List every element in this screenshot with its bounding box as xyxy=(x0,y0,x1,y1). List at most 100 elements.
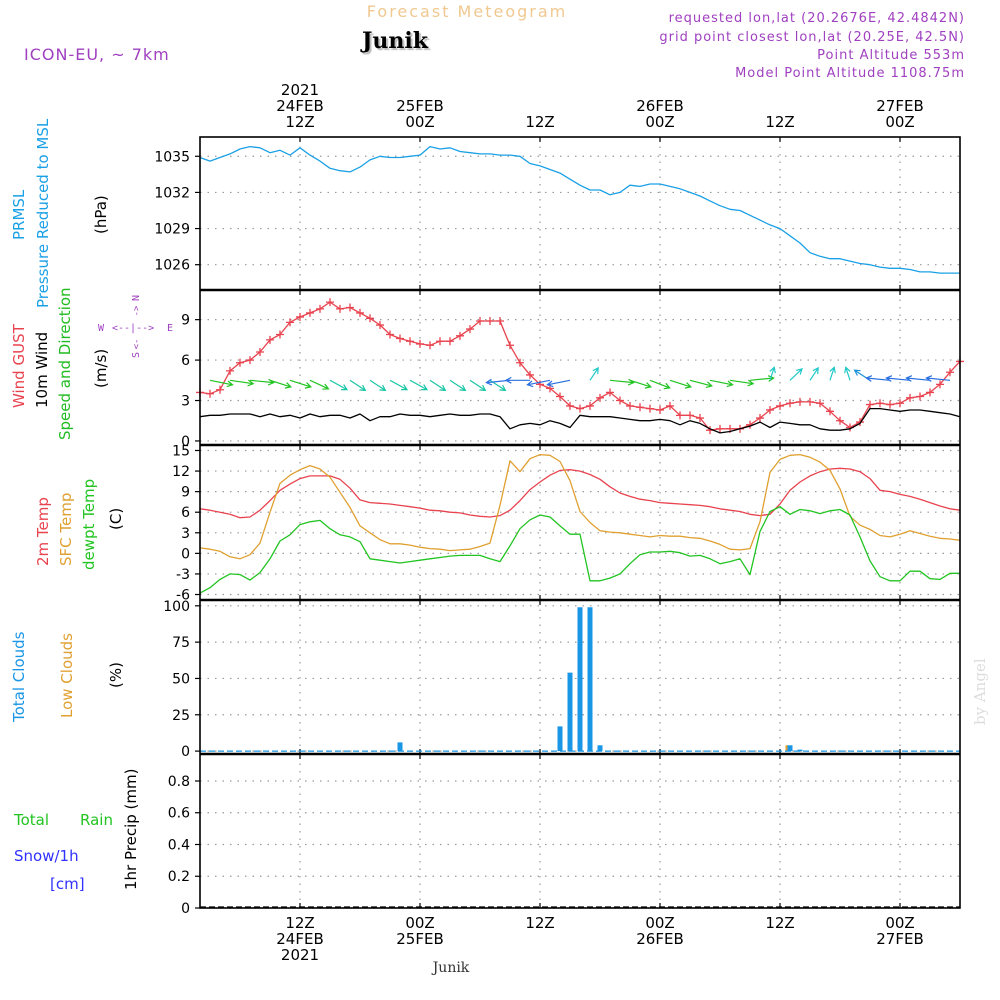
chart-panels: 10261029103210350369-6-30369121502550751… xyxy=(154,136,964,917)
gust-marker xyxy=(436,337,444,346)
cloud-bar xyxy=(397,742,403,752)
gust-marker xyxy=(396,334,404,343)
wind-direction-arrow xyxy=(329,379,349,391)
pressure-label-prmsl: PRMSL xyxy=(10,189,28,240)
wind-direction-arrow xyxy=(289,379,312,389)
y-tick-label: 1032 xyxy=(154,185,190,201)
point-altitude: Point Altitude 553m xyxy=(817,48,965,63)
gust-marker xyxy=(486,317,494,325)
gust-marker xyxy=(826,407,834,416)
gust-marker xyxy=(456,331,464,340)
wind-direction-arrow xyxy=(729,379,755,387)
time-label: 12Z xyxy=(765,113,794,131)
wind-direction-arrow xyxy=(609,378,635,386)
cloud-bar xyxy=(797,749,803,752)
wind-direction-arrow xyxy=(469,379,487,392)
time-label: 26FEB xyxy=(636,97,683,115)
time-label: 27FEB xyxy=(876,97,923,115)
wind-direction-arrow xyxy=(309,379,330,390)
wind-direction-arrow xyxy=(709,379,734,388)
wind-direction-arrow xyxy=(789,368,803,381)
gust-marker xyxy=(946,368,954,377)
gust-marker xyxy=(776,401,784,410)
y-tick-label: 1026 xyxy=(154,258,190,274)
series-2m-temp xyxy=(199,467,961,519)
wind-direction-arrow xyxy=(769,366,776,381)
precip-label-rain: Rain xyxy=(80,811,113,829)
gust-marker xyxy=(516,358,524,367)
precip-label-snow: Snow/1h xyxy=(14,847,79,865)
chart-frame xyxy=(199,136,961,909)
cloud-panel-labels: Total Clouds Low Clouds (%) xyxy=(10,631,125,723)
gust-marker xyxy=(666,401,674,410)
gust-marker xyxy=(556,392,564,401)
cloud-bar xyxy=(567,672,573,752)
gust-marker xyxy=(416,339,424,348)
gust-marker xyxy=(916,392,924,401)
temp-label-dewpt: dewpt Temp xyxy=(80,479,98,570)
wind-direction-arrow xyxy=(669,379,692,389)
wind-direction-arrow xyxy=(885,375,911,382)
gust-marker xyxy=(936,380,944,389)
y-tick-label: 0 xyxy=(181,901,190,917)
gust-marker xyxy=(266,335,274,344)
y-tick-label: 0 xyxy=(181,434,190,450)
y-tick-label: 0.6 xyxy=(168,806,190,822)
y-tick-label: 6 xyxy=(181,505,190,521)
wind-direction-arrow xyxy=(589,366,599,381)
gust-marker xyxy=(306,308,314,317)
gust-marker xyxy=(346,303,354,312)
panel-pressure: 1026 1029 1032 1035 xyxy=(154,137,960,290)
gust-marker xyxy=(586,401,594,410)
cloud-bar xyxy=(787,745,793,752)
gust-marker xyxy=(886,400,894,409)
time-label: 12Z xyxy=(285,113,314,131)
wind-direction-arrow xyxy=(209,379,234,388)
temp-label-sfc: SFC Temp xyxy=(57,493,75,566)
wind-direction-arrow xyxy=(925,375,951,382)
compass-s-arrow: <- xyxy=(132,339,142,350)
y-tick-label: 12 xyxy=(172,464,190,480)
gust-marker xyxy=(796,397,804,406)
gust-marker xyxy=(816,399,824,408)
gust-marker xyxy=(296,312,304,321)
gust-marker xyxy=(206,389,214,398)
wind-direction-arrow xyxy=(809,366,819,381)
gust-marker xyxy=(426,341,434,350)
wind-label-10m: 10m Wind xyxy=(33,332,51,408)
cloud-bar xyxy=(785,745,788,752)
cloud-bar xyxy=(597,745,603,752)
pressure-label-msl: Pressure Reduced to MSL xyxy=(34,118,52,308)
gust-marker xyxy=(256,348,264,356)
y-tick-label: 50 xyxy=(172,671,190,687)
gust-marker xyxy=(356,308,364,317)
grid-point-coords: grid point closest lon,lat (20.25E, 42.5… xyxy=(659,30,965,45)
gust-marker xyxy=(656,405,664,414)
gust-marker xyxy=(596,393,604,402)
compass-n-arrow: -> xyxy=(132,305,142,316)
watermark: by Angel xyxy=(971,658,989,725)
gust-marker xyxy=(686,411,694,420)
gust-marker xyxy=(806,397,814,406)
wind-direction-arrow xyxy=(504,376,530,384)
gust-marker xyxy=(676,411,684,420)
gust-marker xyxy=(636,403,644,412)
time-label: 00Z xyxy=(885,113,914,131)
temp-unit: (C) xyxy=(107,508,125,530)
wind-direction-arrow xyxy=(865,375,891,382)
panel-clouds: 0 25 50 75 100 xyxy=(163,599,960,760)
wind-direction-arrow xyxy=(409,379,429,391)
gust-marker xyxy=(616,396,624,405)
y-tick-label: 1035 xyxy=(154,149,190,165)
cloud-bar xyxy=(587,607,593,752)
panel-temperature: -6 -3 0 3 6 9 12 15 xyxy=(172,443,961,604)
time-label: 12Z xyxy=(285,914,314,932)
compass-south: S xyxy=(131,352,142,358)
gust-marker xyxy=(866,400,874,409)
precip-label-total: Total xyxy=(13,811,49,829)
y-tick-label: 0 xyxy=(181,744,190,760)
compass-rose: N -> <- S W <--|--> E xyxy=(98,295,173,358)
location-title: Junik xyxy=(360,28,429,54)
cloud-bar xyxy=(577,607,583,752)
y-tick-label: -3 xyxy=(176,567,190,583)
